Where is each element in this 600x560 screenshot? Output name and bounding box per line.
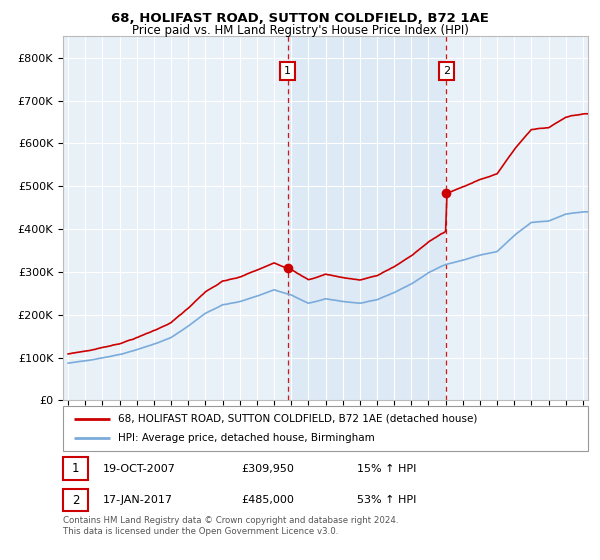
FancyBboxPatch shape [63,406,588,451]
Text: 2: 2 [72,493,79,507]
Text: 1: 1 [72,462,79,475]
FancyBboxPatch shape [63,489,88,511]
Text: Contains HM Land Registry data © Crown copyright and database right 2024.
This d: Contains HM Land Registry data © Crown c… [63,516,398,536]
Text: 2: 2 [443,66,450,76]
Text: 53% ↑ HPI: 53% ↑ HPI [357,495,416,505]
Text: 17-JAN-2017: 17-JAN-2017 [103,495,172,505]
Text: 68, HOLIFAST ROAD, SUTTON COLDFIELD, B72 1AE: 68, HOLIFAST ROAD, SUTTON COLDFIELD, B72… [111,12,489,25]
Text: 68, HOLIFAST ROAD, SUTTON COLDFIELD, B72 1AE (detached house): 68, HOLIFAST ROAD, SUTTON COLDFIELD, B72… [118,413,478,423]
Text: Price paid vs. HM Land Registry's House Price Index (HPI): Price paid vs. HM Land Registry's House … [131,24,469,36]
Bar [288,36,446,400]
Text: £485,000: £485,000 [241,495,295,505]
Text: HPI: Average price, detached house, Birmingham: HPI: Average price, detached house, Birm… [118,433,375,444]
Text: 19-OCT-2007: 19-OCT-2007 [103,464,175,474]
Text: 1: 1 [284,66,291,76]
Text: £309,950: £309,950 [241,464,295,474]
Text: 15% ↑ HPI: 15% ↑ HPI [357,464,416,474]
FancyBboxPatch shape [63,458,88,480]
